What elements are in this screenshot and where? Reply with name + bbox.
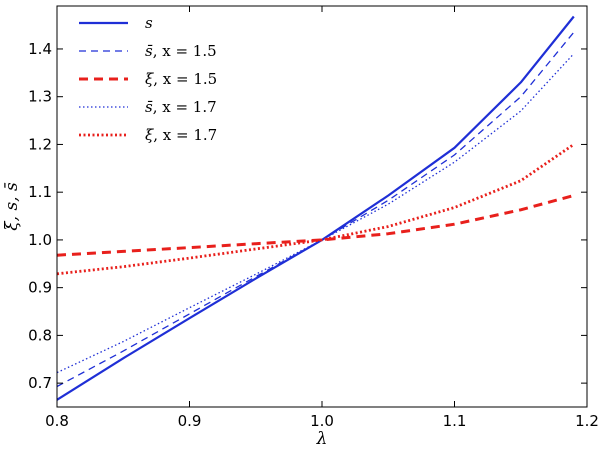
series-layer: [56, 15, 575, 401]
series-line-1: [56, 15, 575, 401]
x-tick-label: 1.0: [310, 412, 334, 430]
y-tick-label: 1.1: [28, 183, 52, 201]
x-tick-label: 1.1: [443, 412, 467, 430]
series-line-5: [56, 143, 575, 276]
x-axis-label: λ: [316, 429, 328, 449]
legend-label-1: s: [145, 14, 153, 32]
y-tick-label: 1.3: [28, 88, 52, 106]
x-tick-label: 1.2: [575, 412, 599, 430]
legend-label-3: ξ, x = 1.5: [145, 70, 217, 88]
plot-frame: [56, 5, 588, 408]
y-tick-label: 1.0: [28, 231, 52, 249]
y-tick-label: 1.2: [28, 135, 52, 153]
y-tick-label: 1.4: [28, 40, 52, 58]
series-line-3: [56, 194, 575, 257]
series-line-2: [56, 31, 575, 388]
x-tick-label: 0.8: [45, 412, 69, 430]
series-line-4: [56, 53, 575, 374]
ticks-layer: 0.8 0.9 1.0 1.1 1.2 0.7 0.8 0.9 1.0 1.1 1.2 1.3 1.4: [28, 6, 599, 430]
legend-label-5: ξ, x = 1.7: [145, 126, 217, 144]
y-tick-label: 0.9: [28, 279, 52, 297]
y-axis-label: ξ, s, s̄: [2, 182, 22, 231]
legend-label-2: s̄, x = 1.5: [145, 42, 217, 60]
y-tick-label: 0.7: [28, 374, 52, 392]
legend: s s̄, x = 1.5 ξ, x = 1.5 s̄, x = 1.7 ξ, x = …: [79, 14, 217, 144]
y-tick-label: 0.8: [28, 326, 52, 344]
legend-label-4: s̄, x = 1.7: [145, 98, 217, 116]
x-tick-label: 0.9: [178, 412, 202, 430]
